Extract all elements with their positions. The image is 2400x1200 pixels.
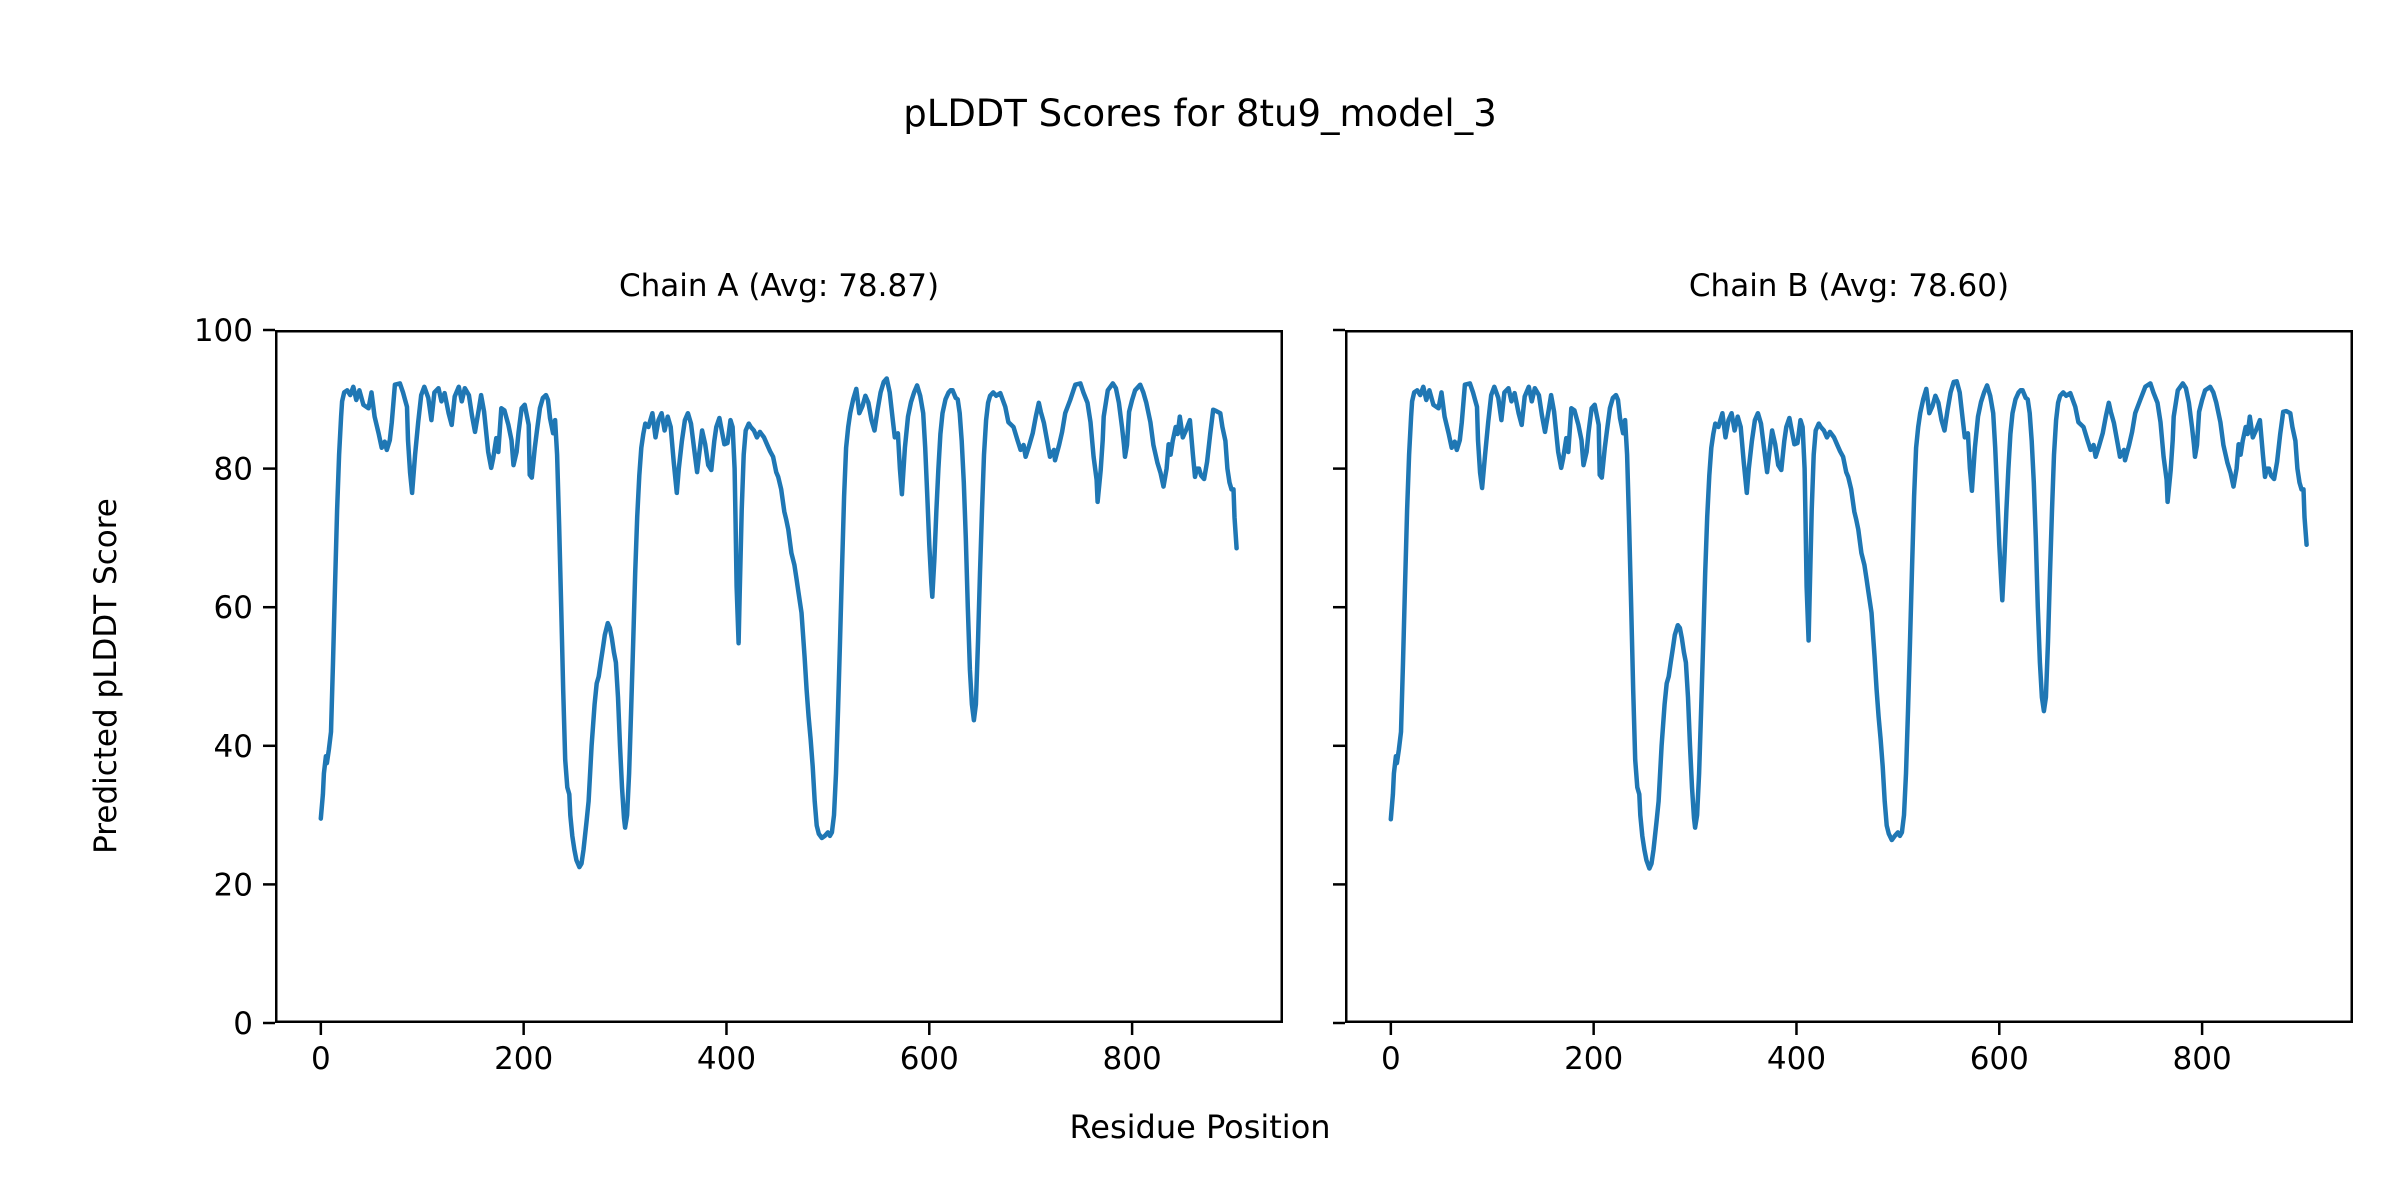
x-tick-label: 600 <box>1970 1041 2029 1077</box>
y-tick-label: 20 <box>214 867 253 903</box>
y-axis-label: Predicted pLDDT Score <box>88 498 124 854</box>
figure-title: pLDDT Scores for 8tu9_model_3 <box>903 92 1497 135</box>
x-tick-label: 800 <box>2173 1041 2232 1077</box>
y-tick-label: 40 <box>214 729 253 765</box>
axes-frame <box>1345 330 2353 1023</box>
axes-chain-a: 0 200 400 600 800 0 20 40 60 80 100 <box>194 313 1283 1077</box>
plot-canvas: 0 200 400 600 800 0 20 40 60 80 100 <box>194 313 1283 1077</box>
x-tick-label: 400 <box>1767 1041 1826 1077</box>
x-axis-label: Residue Position <box>1069 1108 1331 1146</box>
y-tick-label: 80 <box>214 452 253 488</box>
x-tick-label: 0 <box>1381 1041 1401 1077</box>
subplot-title-chain-b: Chain B (Avg: 78.60) <box>1688 268 2010 304</box>
y-tick-label: 100 <box>194 313 253 349</box>
subplot-title-chain-a: Chain A (Avg: 78.87) <box>618 268 940 304</box>
plddt-line-series <box>1388 379 2309 871</box>
x-tick-label: 600 <box>900 1041 959 1077</box>
x-tick-label: 400 <box>697 1041 756 1077</box>
x-tick-label: 800 <box>1103 1041 1162 1077</box>
axes-frame <box>275 330 1283 1023</box>
axes-chain-b: 0 200 400 600 800 <box>1333 328 2353 1077</box>
y-tick-label: 0 <box>233 1006 253 1042</box>
y-tick-label: 60 <box>214 590 253 626</box>
x-tick-label: 0 <box>311 1041 331 1077</box>
plot-canvas: 0 200 400 600 800 <box>1333 328 2353 1077</box>
x-tick-label: 200 <box>494 1041 553 1077</box>
x-tick-label: 200 <box>1564 1041 1623 1077</box>
plddt-line-series <box>318 376 1239 870</box>
